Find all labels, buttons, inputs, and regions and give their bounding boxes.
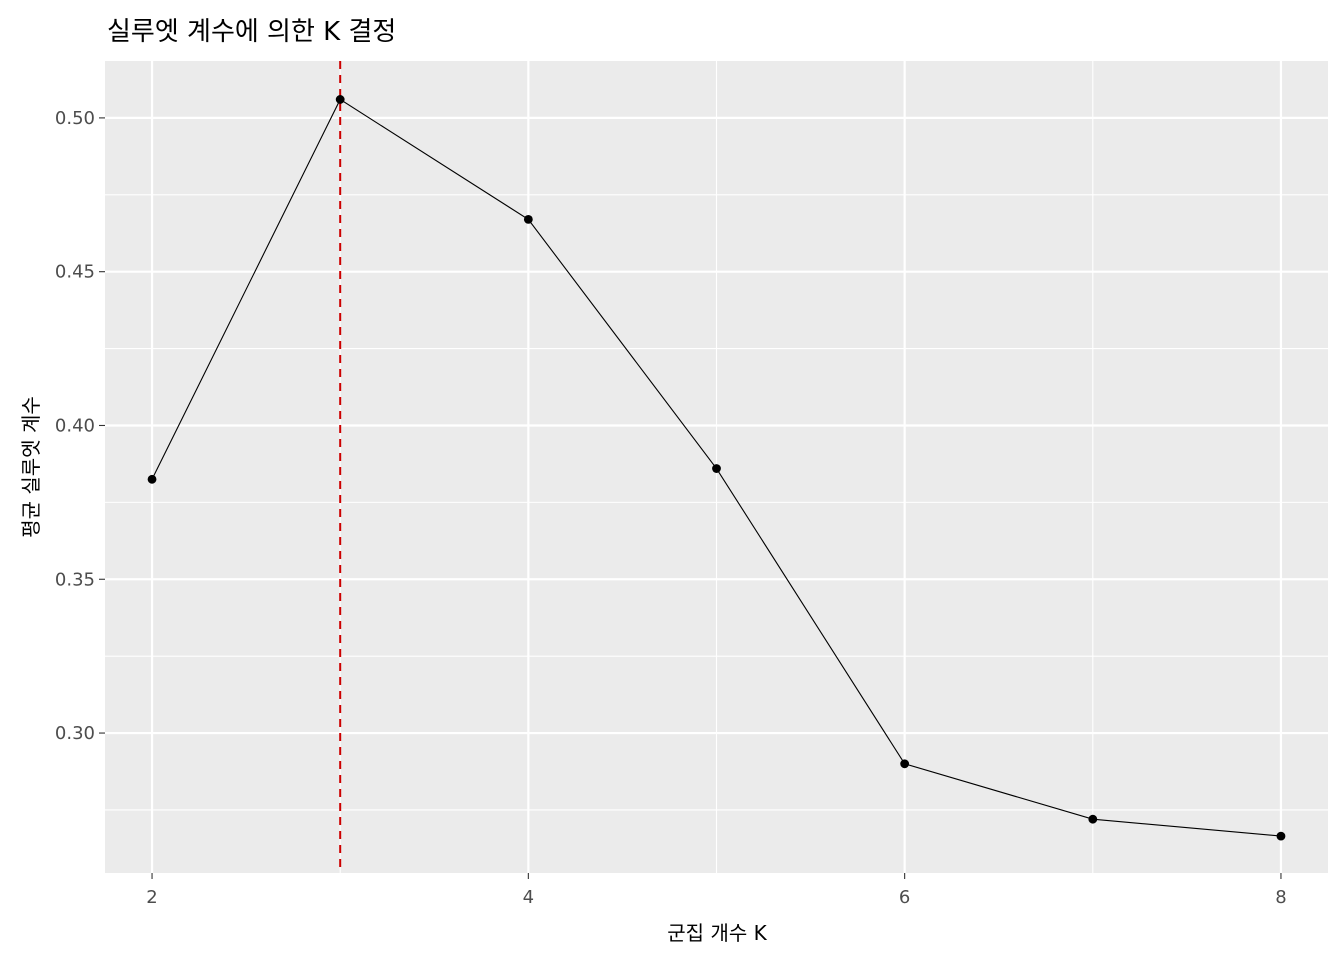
major-gridlines xyxy=(105,61,1328,873)
data-point-k8 xyxy=(1276,831,1286,841)
x-tick-label: 6 xyxy=(899,887,910,908)
y-axis-ticks: 0.30 0.35 0.40 0.45 0.50 xyxy=(55,108,105,744)
data-point-k7 xyxy=(1088,814,1098,824)
data-points xyxy=(147,95,1286,841)
data-point-k3 xyxy=(335,95,345,104)
data-point-k2 xyxy=(147,474,157,484)
x-axis-label: 군집 개수 K xyxy=(667,921,767,945)
x-tick-label: 8 xyxy=(1275,887,1286,908)
y-tick-label: 0.50 xyxy=(55,108,95,129)
x-tick-label: 2 xyxy=(146,887,157,908)
chart-title: 실루엣 계수에 의한 K 결정 xyxy=(107,17,396,47)
data-point-k6 xyxy=(900,759,910,769)
x-axis-ticks: 2 4 6 8 xyxy=(146,873,1287,908)
y-tick-label: 0.30 xyxy=(55,723,95,744)
x-tick-label: 4 xyxy=(523,887,534,908)
y-tick-label: 0.35 xyxy=(55,569,95,590)
data-point-k4 xyxy=(523,215,533,224)
y-axis-label: 평균 실루엣 계수 xyxy=(19,396,43,538)
y-tick-label: 0.40 xyxy=(55,415,95,436)
y-tick-label: 0.45 xyxy=(55,262,95,283)
data-point-k5 xyxy=(712,464,721,473)
